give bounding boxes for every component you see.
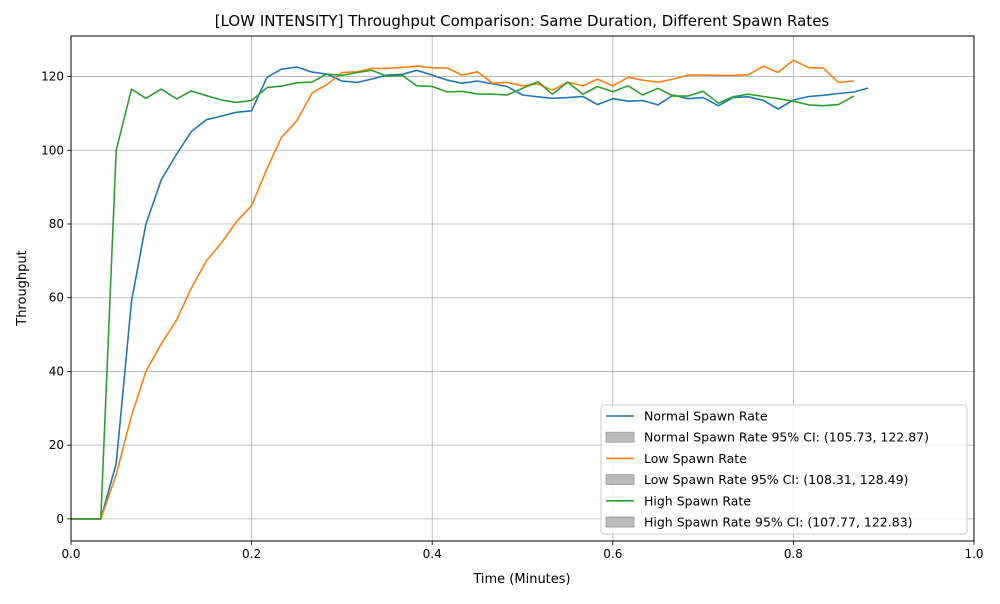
legend-label-high-spawn-rate: High Spawn Rate <box>644 493 751 508</box>
x-tick-label: 0.4 <box>423 547 442 561</box>
plot-frame <box>70 35 975 542</box>
x-tick-label: 1.0 <box>964 547 983 561</box>
y-tick-label: 40 <box>49 364 64 378</box>
x-tick-label: 0.8 <box>784 547 803 561</box>
legend-frame <box>600 404 968 535</box>
y-tick-label: 60 <box>49 291 64 305</box>
y-axis-label: Throughput <box>15 250 30 327</box>
series-lines <box>71 59 869 520</box>
y-tick-label: 120 <box>41 70 64 84</box>
y-tick-label: 0 <box>56 512 64 526</box>
x-tick-label: 0.0 <box>61 547 80 561</box>
legend-label-normal-spawn-rate: Normal Spawn Rate <box>644 409 768 424</box>
y-tick-label: 80 <box>49 217 64 231</box>
legend-label-ci-normal-spawn-rate: Normal Spawn Rate 95% CI: (105.73, 122.8… <box>644 430 929 445</box>
y-tick-label: 20 <box>49 438 64 452</box>
legend-swatch-ci-low-spawn-rate <box>605 474 635 486</box>
y-tick-label: 100 <box>41 143 64 157</box>
legend-swatch-ci-normal-spawn-rate <box>605 431 635 443</box>
series-line-high-spawn-rate <box>71 69 855 520</box>
legend-label-ci-low-spawn-rate: Low Spawn Rate 95% CI: (108.31, 128.49) <box>644 472 908 487</box>
chart-title: [LOW INTENSITY] Throughput Comparison: S… <box>215 12 830 30</box>
x-tick-label: 0.6 <box>603 547 622 561</box>
legend-label-ci-high-spawn-rate: High Spawn Rate 95% CI: (107.77, 122.83) <box>644 515 913 530</box>
x-axis-ticks: 0.0 0.2 0.4 0.6 0.8 1.0 <box>61 541 984 561</box>
x-tick-label: 0.2 <box>242 547 261 561</box>
x-axis-label: Time (Minutes) <box>472 572 570 587</box>
legend-swatch-ci-high-spawn-rate <box>605 516 635 528</box>
legend-label-low-spawn-rate: Low Spawn Rate <box>644 451 747 466</box>
y-axis-ticks: 0 20 40 60 80 100 120 <box>41 70 71 526</box>
legend: Normal Spawn Rate Normal Spawn Rate 95% C… <box>600 404 968 535</box>
series-line-low-spawn-rate <box>71 59 854 520</box>
series-line-normal-spawn-rate <box>71 66 869 520</box>
